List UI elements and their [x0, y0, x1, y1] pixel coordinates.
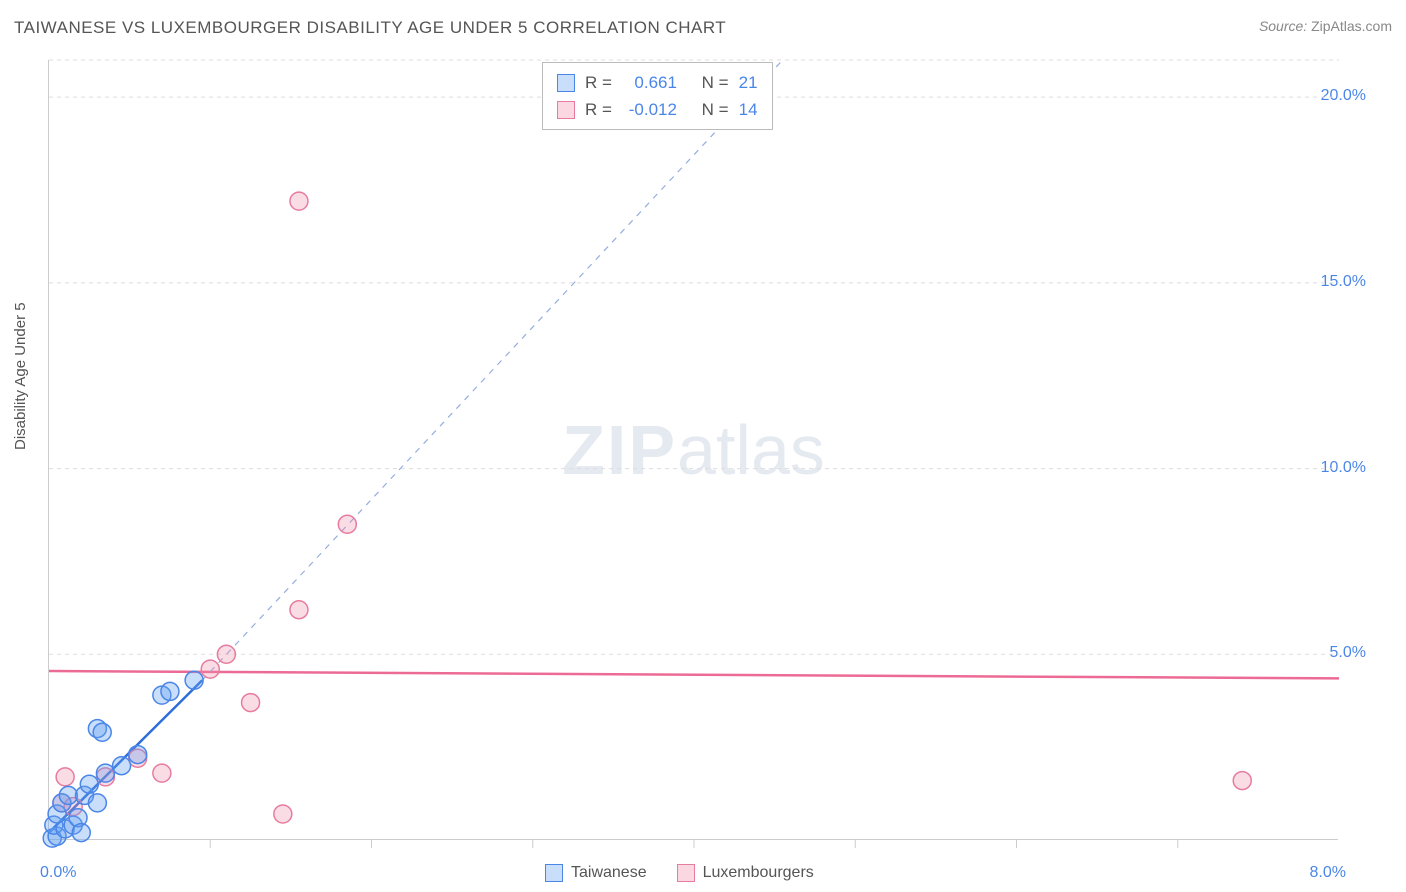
y-axis-label: Disability Age Under 5	[12, 302, 29, 450]
swatch-pink-icon	[557, 101, 575, 119]
x-min-label: 0.0%	[40, 864, 76, 882]
legend-item-taiwanese: Taiwanese	[545, 864, 647, 882]
x-max-label: 8.0%	[1310, 864, 1346, 882]
swatch-blue-icon	[557, 74, 575, 92]
stats-row-luxembourgers: R = -0.012 N = 14	[557, 96, 758, 123]
stats-row-taiwanese: R = 0.661 N = 21	[557, 69, 758, 96]
swatch-pink-icon	[677, 864, 695, 882]
series-legend: Taiwanese Luxembourgers	[545, 864, 814, 882]
chart-title: TAIWANESE VS LUXEMBOURGER DISABILITY AGE…	[14, 18, 726, 37]
stats-legend: R = 0.661 N = 21 R = -0.012 N = 14	[542, 62, 773, 130]
swatch-blue-icon	[545, 864, 563, 882]
chart-svg	[49, 60, 1339, 840]
legend-item-luxembourgers: Luxembourgers	[677, 864, 814, 882]
source-text: Source: ZipAtlas.com	[1259, 18, 1392, 34]
plot-area: ZIPatlas	[48, 60, 1338, 840]
